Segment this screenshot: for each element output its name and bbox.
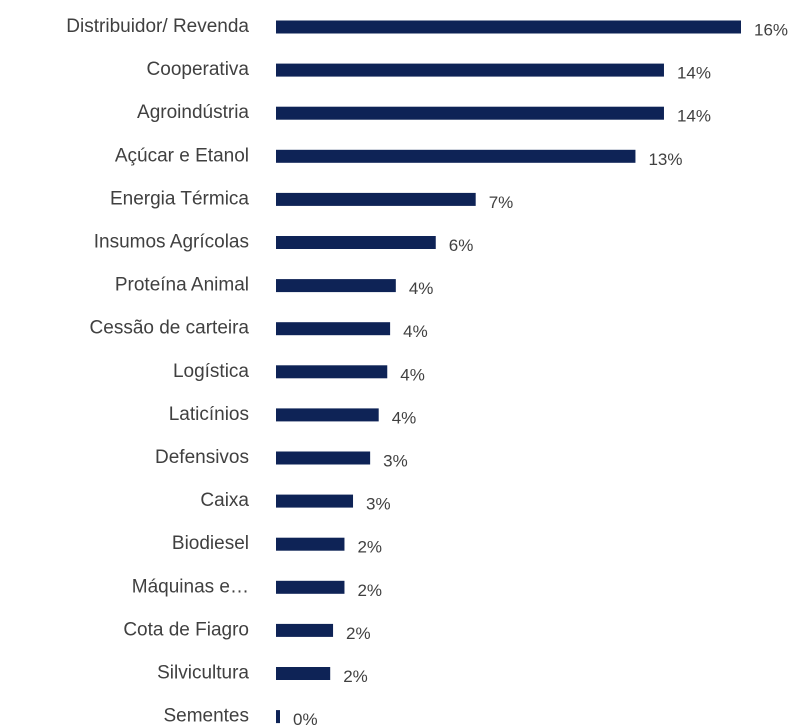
bar <box>276 63 664 77</box>
value-label: 16% <box>754 20 788 39</box>
value-label: 7% <box>489 193 514 212</box>
bar <box>276 20 741 34</box>
category-label: Silvicultura <box>157 663 249 684</box>
value-label: 2% <box>343 667 368 686</box>
category-label: Insumos Agrícolas <box>94 232 249 253</box>
bar <box>276 494 354 508</box>
category-label: Máquinas e… <box>132 576 249 597</box>
value-label: 2% <box>357 538 382 557</box>
bar <box>276 451 371 465</box>
category-label: Distribuidor/ Revenda <box>66 16 249 37</box>
bar <box>276 192 476 206</box>
value-label: 6% <box>449 236 474 255</box>
bar <box>276 106 664 120</box>
bar <box>276 580 345 594</box>
bar <box>276 408 379 422</box>
value-label: 3% <box>366 495 391 514</box>
category-label: Cessão de carteira <box>90 318 250 339</box>
category-label: Sementes <box>163 706 249 727</box>
category-label: Defensivos <box>155 447 249 468</box>
category-label: Laticínios <box>169 404 249 425</box>
value-label: 14% <box>677 107 711 126</box>
category-label: Biodiesel <box>172 533 249 554</box>
category-label: Agroindústria <box>137 102 249 123</box>
value-label: 4% <box>400 365 425 384</box>
bar <box>276 236 436 249</box>
value-label: 4% <box>403 322 428 341</box>
value-label: 2% <box>357 581 382 600</box>
value-label: 0% <box>293 710 318 728</box>
category-label: Caixa <box>200 490 249 511</box>
value-label: 3% <box>383 451 408 470</box>
category-label: Açúcar e Etanol <box>115 145 249 166</box>
bar <box>276 322 391 336</box>
bar <box>276 365 388 379</box>
bar <box>276 667 331 680</box>
bar <box>276 623 334 637</box>
bar <box>276 149 636 163</box>
category-label: Cota de Fiagro <box>123 619 249 640</box>
value-label: 13% <box>648 150 682 169</box>
bar <box>276 710 280 724</box>
value-label: 4% <box>392 408 417 427</box>
value-label: 4% <box>409 279 434 298</box>
bar <box>276 279 396 293</box>
category-label: Energia Térmica <box>110 188 249 209</box>
category-label: Cooperativa <box>147 59 250 80</box>
value-label: 2% <box>346 624 371 643</box>
value-label: 14% <box>677 64 711 83</box>
category-label: Logística <box>173 361 249 382</box>
bar <box>276 537 345 551</box>
category-label: Proteína Animal <box>115 275 249 296</box>
